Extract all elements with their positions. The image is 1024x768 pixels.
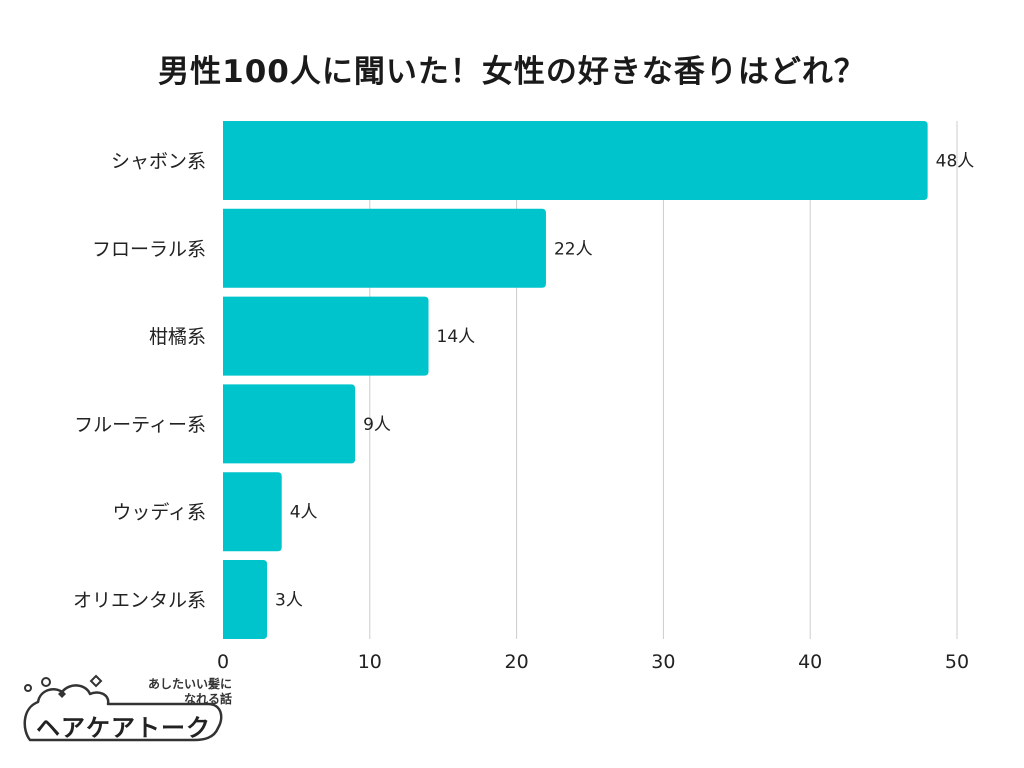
category-label: 柑橘系 — [149, 326, 206, 348]
logo-tagline-line2: なれる話 — [183, 692, 232, 706]
x-tick-label: 40 — [798, 651, 822, 673]
logo-name: ヘアケアトーク — [36, 714, 211, 742]
bar — [223, 472, 282, 552]
value-label: 3人 — [275, 591, 303, 611]
chart-title: 男性100人に聞いた！女性の好きな香りはどれ？ — [158, 54, 866, 90]
bar — [223, 208, 546, 288]
value-label: 48人 — [936, 152, 975, 172]
category-label: ウッディ系 — [112, 502, 206, 524]
category-label: フルーティー系 — [74, 414, 206, 436]
category-label: フローラル系 — [92, 238, 206, 260]
x-tick-label: 30 — [651, 651, 675, 673]
category-label: シャボン系 — [111, 151, 206, 173]
x-tick-label: 50 — [945, 651, 969, 673]
bars — [223, 121, 928, 639]
value-label: 9人 — [363, 415, 391, 435]
value-label: 22人 — [554, 239, 593, 259]
x-axis-tick-labels: 0 10 20 30 40 50 — [217, 651, 969, 673]
speech-bubble-icon — [23, 674, 223, 742]
logo-tagline-line1: あしたいい髪に — [147, 677, 232, 691]
bar — [223, 560, 268, 639]
x-tick-label: 0 — [217, 651, 229, 673]
x-tick-label: 20 — [505, 651, 529, 673]
category-label: オリエンタル系 — [73, 590, 206, 612]
bar — [223, 384, 356, 464]
value-label: 4人 — [290, 503, 318, 523]
value-label: 14人 — [437, 327, 476, 347]
logo-tagline: あしたいい髪に なれる話 — [112, 677, 232, 707]
bar — [223, 296, 429, 376]
value-labels: 48人 22人 14人 9人 4人 3人 — [275, 152, 974, 611]
bar — [223, 121, 928, 200]
grid-lines — [369, 121, 958, 639]
x-tick-label: 10 — [358, 651, 382, 673]
